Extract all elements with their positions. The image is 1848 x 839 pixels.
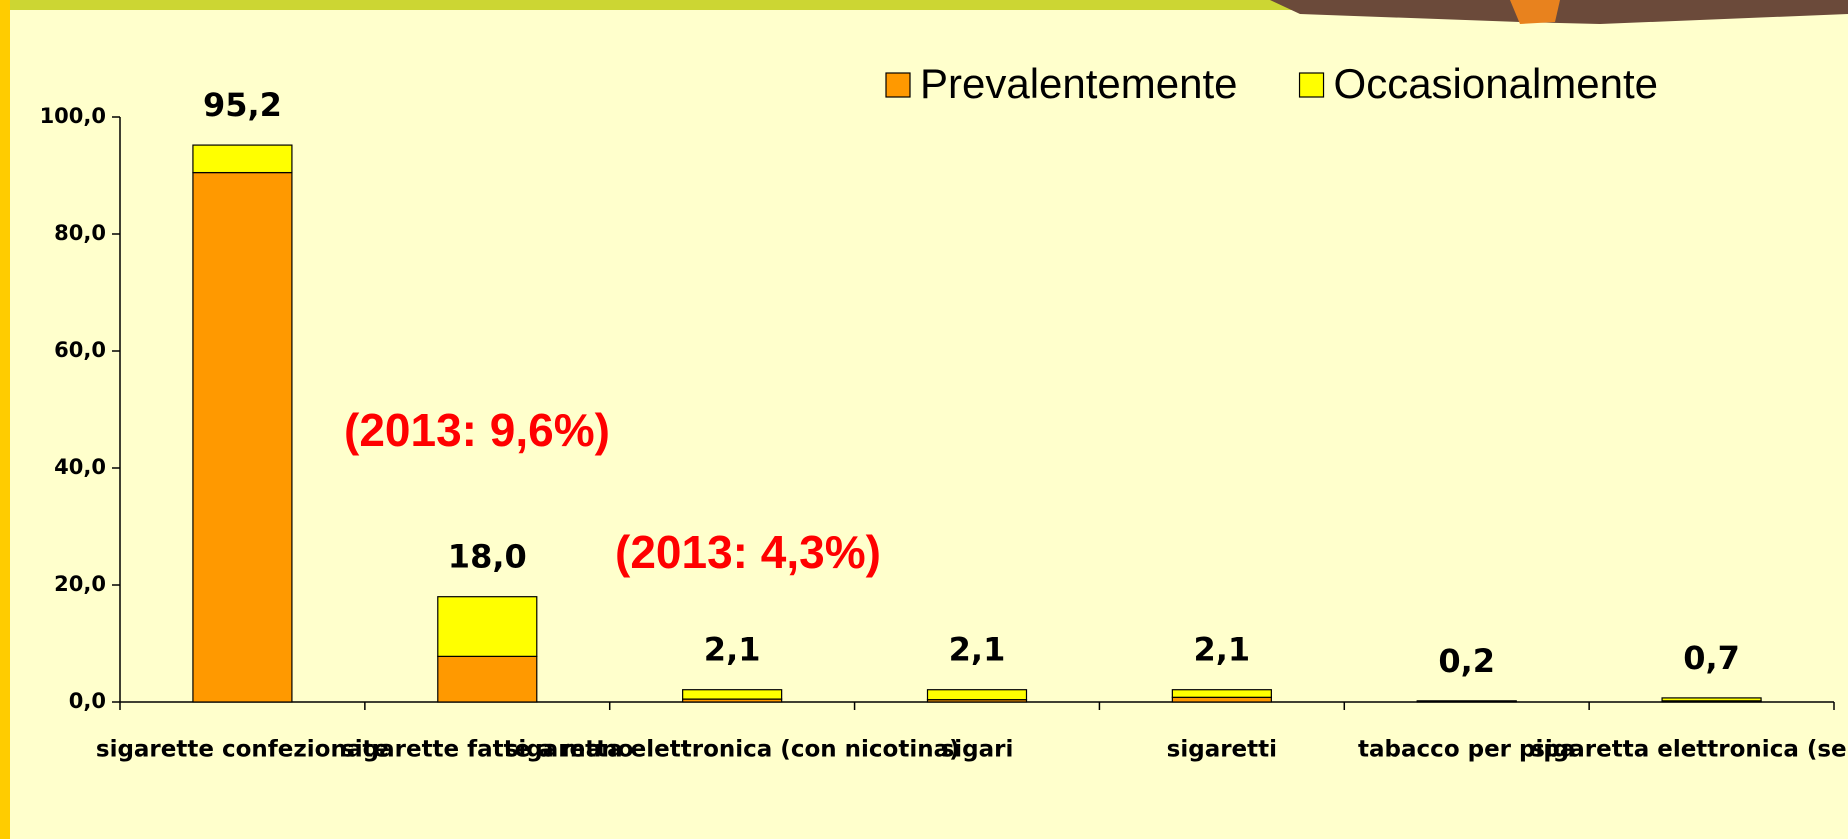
bar-segment <box>1171 696 1272 703</box>
total-label: 0,2 <box>1438 642 1495 680</box>
x-tick-label: sigaretti <box>1167 737 1277 763</box>
legend-swatch <box>885 72 911 98</box>
x-tick-label: tabacco per pipa <box>1358 737 1575 763</box>
total-label: 18,0 <box>448 538 527 576</box>
left-border <box>0 0 10 839</box>
total-label: 2,1 <box>1194 631 1251 669</box>
bar-segment <box>1661 697 1762 702</box>
x-tick-label: sigarette confezionate <box>96 737 389 763</box>
cigar-image <box>1270 0 1848 24</box>
bar-segment <box>192 144 293 174</box>
y-tick-label: 60,0 <box>54 338 106 362</box>
bar-segment <box>682 689 783 700</box>
total-label: 2,1 <box>704 631 761 669</box>
cigar-band <box>1510 0 1560 24</box>
total-label: 2,1 <box>949 631 1006 669</box>
bar-segment <box>926 689 1028 701</box>
y-tick-label: 80,0 <box>54 221 106 245</box>
y-tick-label: 0,0 <box>69 689 106 713</box>
legend-swatch <box>1298 72 1325 98</box>
x-tick-label: sigarette fatte a mano <box>341 737 633 763</box>
bar-segment <box>437 655 538 703</box>
bar-segment <box>437 596 538 657</box>
total-label: 95,2 <box>203 86 282 124</box>
legend-label: Prevalentemente <box>920 60 1238 107</box>
x-tick-label: sigaretta elettronica (con nicotina) <box>505 737 960 763</box>
annotation: (2013: 4,3%) <box>615 526 881 578</box>
x-tick-label: sigari <box>941 737 1014 763</box>
annotation: (2013: 9,6%) <box>344 404 610 456</box>
bar-segment <box>1416 700 1517 703</box>
y-tick-label: 40,0 <box>54 455 106 479</box>
bar-segment <box>192 171 293 703</box>
bar-segment <box>1171 689 1272 698</box>
top-border <box>0 0 1848 10</box>
y-tick-label: 100,0 <box>40 104 106 128</box>
legend-label: Occasionalmente <box>1334 60 1659 107</box>
x-tick-label: sigaretta elettronica (senza <box>1531 737 1848 763</box>
total-label: 0,7 <box>1683 639 1740 677</box>
y-tick-label: 20,0 <box>54 572 106 596</box>
